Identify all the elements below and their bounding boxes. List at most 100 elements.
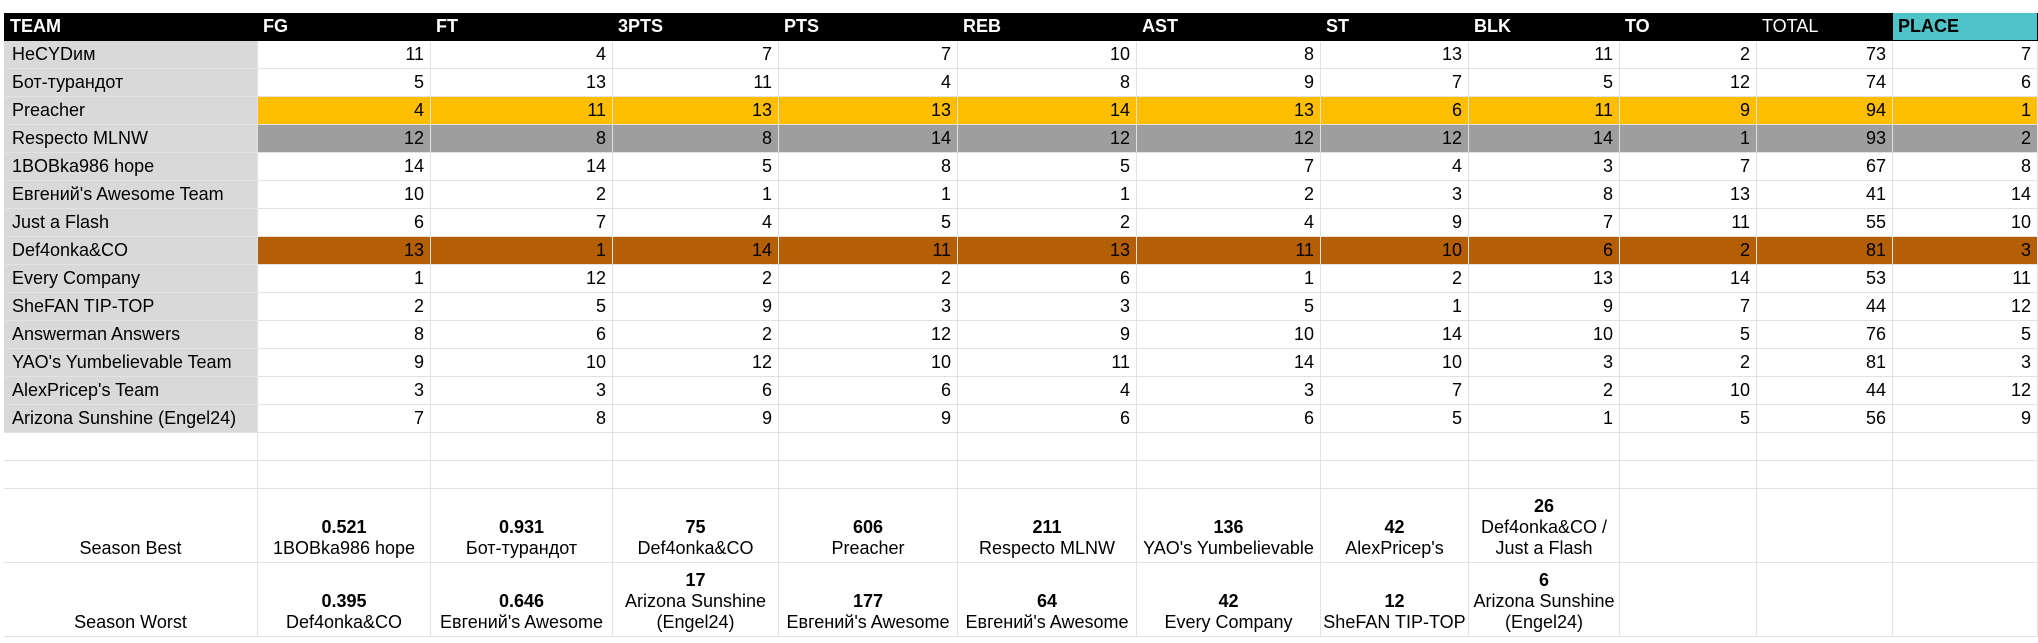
stat-cell-ft[interactable]: 3	[431, 377, 613, 405]
stat-cell-fg[interactable]: 7	[258, 405, 431, 433]
stat-cell-pts[interactable]: 8	[779, 153, 958, 181]
stat-cell-fg[interactable]: 8	[258, 321, 431, 349]
stat-cell-reb[interactable]: 10	[958, 41, 1137, 69]
stat-cell-st[interactable]: 2	[1321, 265, 1469, 293]
column-header-to[interactable]: TO	[1620, 13, 1757, 41]
team-name-cell[interactable]: SheFAN TIP-TOP	[4, 293, 258, 321]
stat-cell-blk[interactable]: 13	[1469, 265, 1620, 293]
stat-cell-blk[interactable]: 9	[1469, 293, 1620, 321]
stat-cell-ast[interactable]: 4	[1137, 209, 1321, 237]
stat-cell-ast[interactable]: 14	[1137, 349, 1321, 377]
stat-cell-ft[interactable]: 8	[431, 125, 613, 153]
stat-cell-st[interactable]: 14	[1321, 321, 1469, 349]
stat-cell-place[interactable]: 14	[1893, 181, 2038, 209]
team-name-cell[interactable]: Preacher	[4, 97, 258, 125]
stat-cell-fg[interactable]: 14	[258, 153, 431, 181]
season-best-cell[interactable]: 0.521 1BOBka986 hope	[258, 489, 431, 563]
stat-cell-blk[interactable]: 10	[1469, 321, 1620, 349]
stat-cell-to[interactable]: 2	[1620, 41, 1757, 69]
stat-cell-blk[interactable]: 3	[1469, 349, 1620, 377]
stat-cell-st[interactable]: 5	[1321, 405, 1469, 433]
stat-cell-pts[interactable]: 5	[779, 209, 958, 237]
stat-cell-fg[interactable]: 4	[258, 97, 431, 125]
stat-cell-blk[interactable]: 11	[1469, 97, 1620, 125]
empty-cell[interactable]	[258, 433, 431, 461]
stat-cell-ft[interactable]: 11	[431, 97, 613, 125]
team-name-cell[interactable]: Respecto MLNW	[4, 125, 258, 153]
stat-cell-fg[interactable]: 5	[258, 69, 431, 97]
stat-cell-reb[interactable]: 6	[958, 405, 1137, 433]
stat-cell-reb[interactable]: 13	[958, 237, 1137, 265]
season-worst-cell[interactable]: 0.646 Евгений's Awesome	[431, 563, 613, 637]
stat-cell-3pts[interactable]: 1	[613, 181, 779, 209]
stat-cell-ast[interactable]: 12	[1137, 125, 1321, 153]
stat-cell-reb[interactable]: 12	[958, 125, 1137, 153]
stat-cell-place[interactable]: 12	[1893, 293, 2038, 321]
empty-cell[interactable]	[1893, 563, 2038, 637]
stat-cell-reb[interactable]: 8	[958, 69, 1137, 97]
stat-cell-place[interactable]: 10	[1893, 209, 2038, 237]
stat-cell-ft[interactable]: 5	[431, 293, 613, 321]
stat-cell-pts[interactable]: 1	[779, 181, 958, 209]
stat-cell-fg[interactable]: 3	[258, 377, 431, 405]
stat-cell-total[interactable]: 93	[1757, 125, 1893, 153]
season-best-cell[interactable]: 606 Preacher	[779, 489, 958, 563]
stat-cell-ft[interactable]: 10	[431, 349, 613, 377]
empty-cell[interactable]	[1137, 461, 1321, 489]
stat-cell-blk[interactable]: 14	[1469, 125, 1620, 153]
stat-cell-to[interactable]: 7	[1620, 293, 1757, 321]
stat-cell-ast[interactable]: 7	[1137, 153, 1321, 181]
stat-cell-st[interactable]: 10	[1321, 349, 1469, 377]
empty-cell[interactable]	[1620, 461, 1757, 489]
stat-cell-3pts[interactable]: 12	[613, 349, 779, 377]
empty-cell[interactable]	[1620, 489, 1757, 563]
stat-cell-fg[interactable]: 2	[258, 293, 431, 321]
stat-cell-place[interactable]: 9	[1893, 405, 2038, 433]
stat-cell-3pts[interactable]: 4	[613, 209, 779, 237]
stat-cell-3pts[interactable]: 2	[613, 321, 779, 349]
stat-cell-total[interactable]: 44	[1757, 377, 1893, 405]
stat-cell-reb[interactable]: 1	[958, 181, 1137, 209]
stat-cell-3pts[interactable]: 6	[613, 377, 779, 405]
stat-cell-fg[interactable]: 6	[258, 209, 431, 237]
stat-cell-3pts[interactable]: 8	[613, 125, 779, 153]
stat-cell-ast[interactable]: 1	[1137, 265, 1321, 293]
stat-cell-reb[interactable]: 9	[958, 321, 1137, 349]
empty-cell[interactable]	[431, 461, 613, 489]
stat-cell-total[interactable]: 56	[1757, 405, 1893, 433]
stat-cell-pts[interactable]: 4	[779, 69, 958, 97]
empty-cell[interactable]	[958, 433, 1137, 461]
stat-cell-place[interactable]: 2	[1893, 125, 2038, 153]
stat-cell-pts[interactable]: 12	[779, 321, 958, 349]
empty-cell[interactable]	[1469, 461, 1620, 489]
stat-cell-to[interactable]: 9	[1620, 97, 1757, 125]
stat-cell-place[interactable]: 7	[1893, 41, 2038, 69]
stat-cell-ast[interactable]: 9	[1137, 69, 1321, 97]
empty-cell[interactable]	[1893, 461, 2038, 489]
stat-cell-ft[interactable]: 2	[431, 181, 613, 209]
stat-cell-total[interactable]: 81	[1757, 349, 1893, 377]
season-worst-cell[interactable]: 177 Евгений's Awesome	[779, 563, 958, 637]
team-name-cell[interactable]: Answerman Answers	[4, 321, 258, 349]
stat-cell-fg[interactable]: 10	[258, 181, 431, 209]
stat-cell-reb[interactable]: 6	[958, 265, 1137, 293]
team-name-cell[interactable]: Arizona Sunshine (Engel24)	[4, 405, 258, 433]
stat-cell-st[interactable]: 4	[1321, 153, 1469, 181]
stat-cell-blk[interactable]: 5	[1469, 69, 1620, 97]
column-header-fg[interactable]: FG	[258, 13, 431, 41]
season-worst-cell[interactable]: 64 Евгений's Awesome	[958, 563, 1137, 637]
stat-cell-ast[interactable]: 6	[1137, 405, 1321, 433]
stat-cell-total[interactable]: 55	[1757, 209, 1893, 237]
empty-cell[interactable]	[4, 433, 258, 461]
stat-cell-st[interactable]: 13	[1321, 41, 1469, 69]
empty-cell[interactable]	[1757, 563, 1893, 637]
stat-cell-total[interactable]: 67	[1757, 153, 1893, 181]
season-best-cell[interactable]: 211 Respecto MLNW	[958, 489, 1137, 563]
empty-cell[interactable]	[613, 461, 779, 489]
season-worst-cell[interactable]: 6 Arizona Sunshine (Engel24)	[1469, 563, 1620, 637]
column-header-place[interactable]: PLACE	[1893, 13, 2038, 41]
stat-cell-to[interactable]: 2	[1620, 349, 1757, 377]
column-header-reb[interactable]: REB	[958, 13, 1137, 41]
empty-cell[interactable]	[779, 433, 958, 461]
stat-cell-to[interactable]: 12	[1620, 69, 1757, 97]
